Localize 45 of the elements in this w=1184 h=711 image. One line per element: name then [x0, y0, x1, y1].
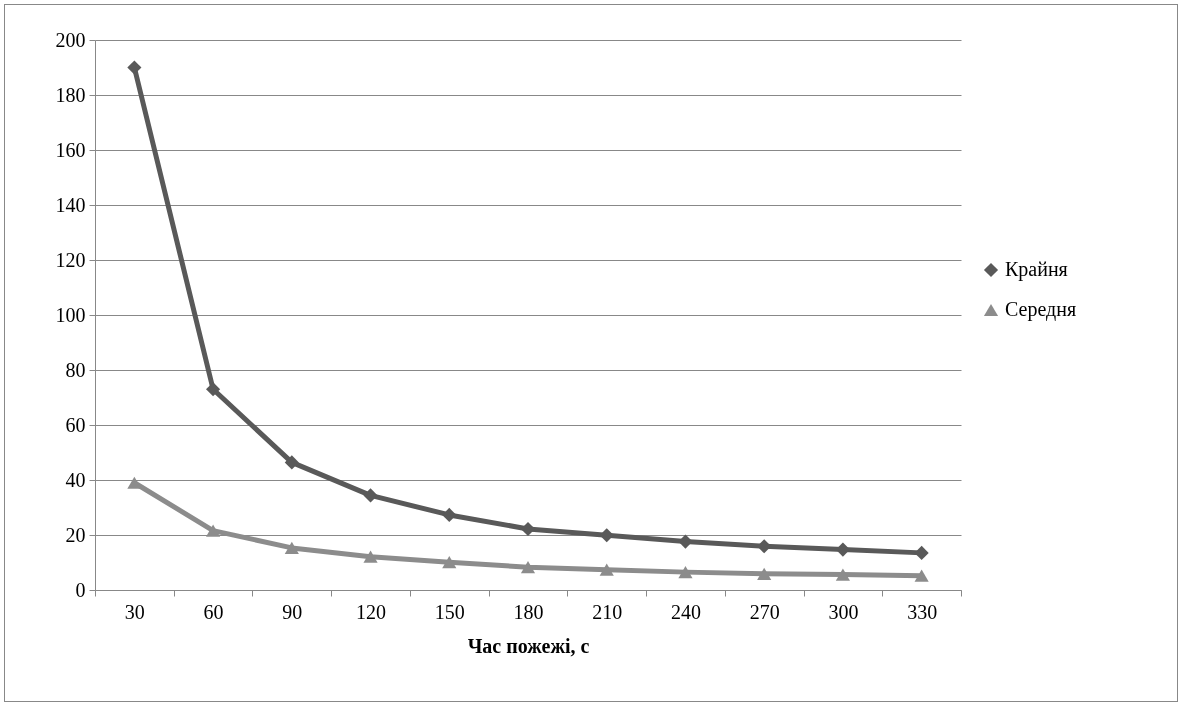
y-tick-label: 120 — [55, 248, 86, 271]
y-tick-label: 160 — [55, 138, 86, 161]
x-tick-label: 330 — [907, 600, 938, 623]
legend-label: Середня — [1005, 298, 1077, 321]
point — [127, 476, 142, 489]
point — [678, 534, 693, 549]
y-tick-label: 140 — [55, 193, 86, 216]
point — [520, 561, 536, 574]
point — [757, 567, 772, 580]
point — [835, 568, 850, 581]
x-tick-label: 60 — [203, 600, 224, 623]
x-axis-title: Час пожежі, с — [467, 634, 590, 657]
point — [442, 556, 457, 569]
point — [599, 563, 614, 576]
x-tick-label: 240 — [670, 600, 701, 623]
y-tick-label: 40 — [65, 468, 86, 491]
point — [914, 545, 929, 560]
y-tick-label: 80 — [65, 358, 86, 381]
x-tick-label: 150 — [434, 600, 465, 623]
y-tick-label: 200 — [55, 28, 86, 51]
legend-label: Крайня — [1005, 258, 1068, 281]
point — [284, 455, 299, 470]
point — [442, 507, 457, 522]
point — [363, 488, 378, 503]
point — [206, 382, 221, 397]
y-tick-label: 180 — [55, 83, 86, 106]
point — [284, 541, 299, 555]
point — [678, 566, 693, 579]
y-tick-label: 100 — [55, 303, 86, 326]
y-tick-label: 60 — [65, 413, 86, 436]
x-tick-label: 180 — [513, 600, 544, 623]
x-tick-label: 120 — [356, 600, 387, 623]
y-tick-label: 20 — [65, 523, 86, 546]
point — [599, 528, 614, 543]
point — [835, 542, 850, 557]
x-tick-label: 90 — [282, 600, 303, 623]
y-tick-label: 0 — [75, 578, 86, 601]
x-tick-label: 30 — [124, 600, 145, 623]
x-tick-label: 210 — [592, 600, 623, 623]
x-tick-label: 300 — [828, 600, 859, 623]
point — [914, 569, 929, 582]
point — [206, 524, 221, 537]
x-tick-label: 270 — [749, 600, 780, 623]
point — [127, 60, 142, 75]
point — [363, 550, 378, 563]
